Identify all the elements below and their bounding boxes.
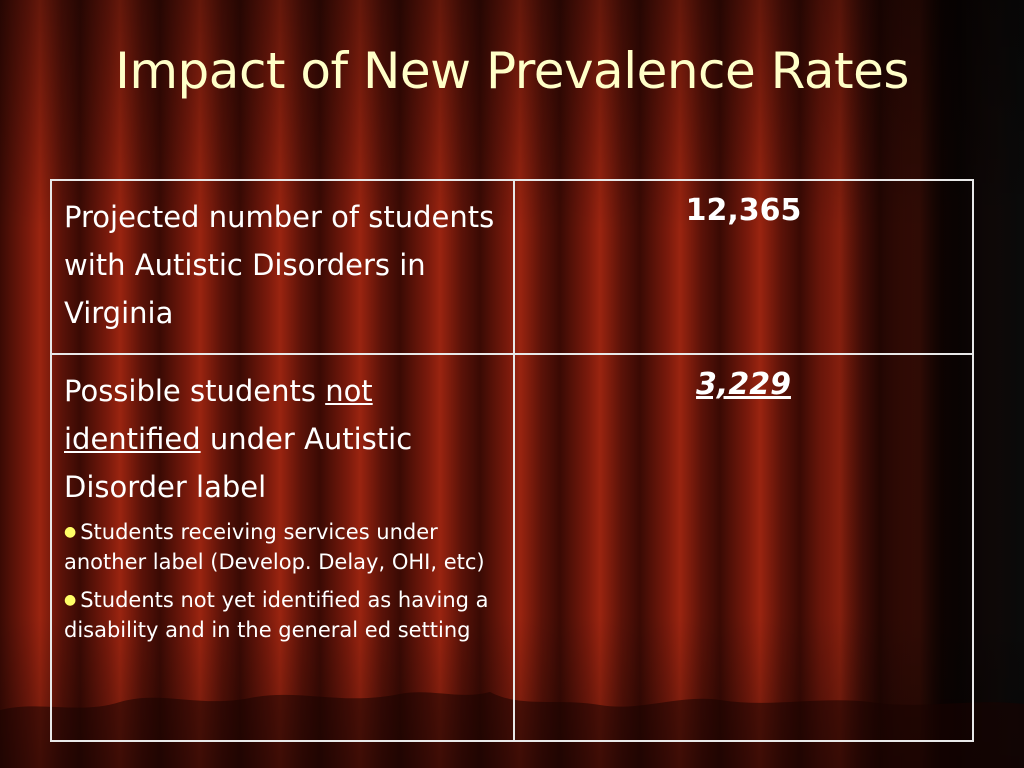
- bullet-list: Students receiving services under anothe…: [64, 517, 501, 645]
- row-label-cell: Possible students not identified under A…: [50, 353, 515, 742]
- bullet: Students receiving services under anothe…: [64, 517, 501, 577]
- row-value-cell: 3,229: [513, 353, 974, 742]
- label-text: Possible students: [64, 374, 326, 408]
- row-value: 12,365: [513, 179, 974, 355]
- row-label: Projected number of students with Autist…: [50, 179, 515, 355]
- label-text: under Autistic Disorder label: [64, 422, 413, 504]
- slide-title: Impact of New Prevalence Rates: [115, 42, 909, 100]
- bullet: Students not yet identified as having a …: [64, 585, 501, 645]
- data-table: Projected number of students with Autist…: [50, 179, 974, 742]
- label-underlined: not identified: [64, 374, 373, 456]
- table-row: Possible students not identified under A…: [50, 353, 974, 742]
- row-value: 3,229: [696, 367, 791, 402]
- table-row: Projected number of students with Autist…: [50, 179, 974, 355]
